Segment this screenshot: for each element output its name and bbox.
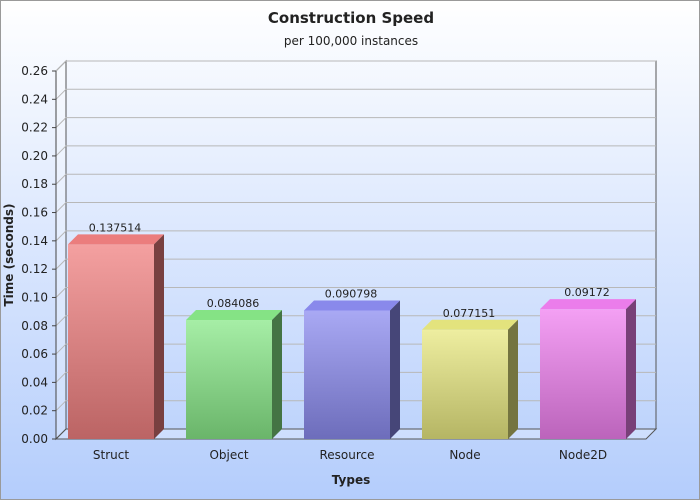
data-label: 0.077151 — [443, 307, 496, 320]
x-tick-label: Node2D — [559, 448, 607, 462]
grid-line — [55, 258, 656, 270]
chart-subtitle: per 100,000 instances — [283, 34, 419, 48]
data-label: 0.09172 — [564, 286, 610, 299]
bars: 0.137514 0.084086 0.090798 0.077151 0.09172 — [68, 221, 636, 439]
bar-resource: 0.090798 — [304, 287, 400, 439]
bar-top — [304, 300, 400, 311]
y-tick-label: 0.04 — [21, 375, 48, 389]
bar-side — [272, 309, 282, 439]
bar-front — [68, 244, 154, 439]
bar-object: 0.084086 — [186, 297, 282, 439]
y-tick-label: 0.00 — [21, 432, 48, 446]
bar-struct: 0.137514 — [68, 221, 164, 439]
y-tick-label: 0.08 — [21, 319, 48, 333]
grid-line — [55, 88, 656, 100]
grid-line — [55, 60, 656, 72]
x-axis-title: Types — [332, 473, 370, 487]
x-tick-label: Resource — [319, 448, 374, 462]
grid-line — [55, 286, 656, 298]
x-axis-ticks: Struct Object Resource Node Node2D — [93, 448, 607, 462]
plot-left-wall — [55, 59, 67, 441]
bar-node: 0.077151 — [422, 307, 518, 439]
grid-line — [55, 202, 656, 213]
grid-line — [55, 230, 656, 242]
y-tick-label: 0.26 — [21, 64, 48, 78]
y-tick-label: 0.20 — [21, 149, 48, 163]
x-tick-label: Struct — [93, 448, 129, 462]
bar-top — [68, 234, 164, 245]
bar-top — [540, 299, 636, 310]
y-tick-label: 0.10 — [21, 290, 48, 304]
grid-line — [55, 145, 656, 157]
bar-side — [508, 319, 518, 439]
data-label: 0.090798 — [325, 287, 378, 300]
y-tick-label: 0.06 — [21, 347, 48, 361]
y-axis-ticks: 0.00 0.02 0.04 0.06 0.08 0.10 0.12 0.14 0.16 0.18… — [21, 64, 57, 446]
bar-front — [304, 310, 390, 439]
x-tick-label: Node — [449, 448, 480, 462]
bar-side — [390, 300, 400, 439]
y-tick-label: 0.16 — [21, 206, 48, 220]
bar-front — [422, 329, 508, 439]
y-tick-label: 0.12 — [21, 262, 48, 276]
grid-line — [55, 173, 656, 185]
y-tick-label: 0.24 — [21, 92, 48, 106]
bar-side — [154, 234, 164, 439]
data-label: 0.137514 — [89, 221, 142, 234]
y-axis-title: Time (seconds) — [2, 203, 16, 306]
bar-node2d: 0.09172 — [540, 286, 636, 439]
y-tick-label: 0.22 — [21, 121, 48, 135]
grid-line — [55, 315, 656, 327]
grid-line — [55, 117, 656, 128]
y-tick-label: 0.02 — [21, 404, 48, 418]
bar-top — [186, 309, 282, 320]
y-tick-label: 0.14 — [21, 234, 48, 248]
chart-title: Construction Speed — [267, 9, 435, 27]
bar-side — [626, 299, 636, 439]
bar-front — [540, 309, 626, 439]
x-tick-label: Object — [209, 448, 248, 462]
bar-top — [422, 319, 518, 330]
y-tick-label: 0.18 — [21, 177, 48, 191]
data-label: 0.084086 — [207, 297, 260, 310]
bar-front — [186, 319, 272, 439]
